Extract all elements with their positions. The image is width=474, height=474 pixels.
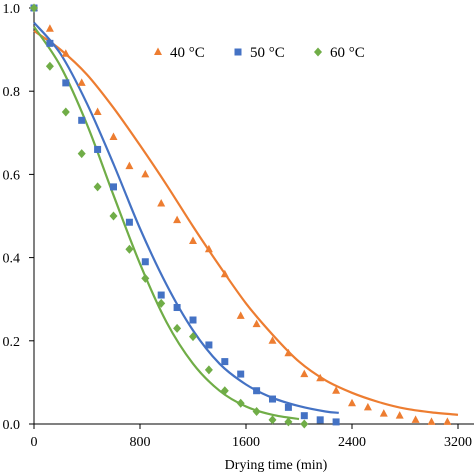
data-point: [284, 417, 293, 427]
fit-curves: [33, 21, 459, 421]
y-tick-label: 0.6: [3, 168, 21, 183]
data-point: [94, 145, 102, 153]
data-point: [141, 273, 150, 283]
data-point: [204, 365, 213, 375]
data-point: [268, 415, 277, 425]
data-point: [62, 79, 70, 87]
data-point: [125, 161, 134, 170]
data-point: [379, 409, 388, 417]
data-point: [316, 373, 325, 382]
x-tick-label: 800: [130, 435, 151, 450]
data-point: [45, 61, 54, 71]
data-point: [93, 182, 102, 192]
data-point: [77, 78, 86, 86]
data-point: [189, 236, 197, 244]
data-point: [173, 304, 181, 312]
data-point: [61, 49, 70, 57]
data-point: [236, 311, 245, 319]
data-point: [157, 298, 166, 308]
data-point: [157, 199, 166, 207]
data-point: [316, 416, 324, 424]
data-point: [220, 386, 229, 396]
x-tick-label: 2400: [338, 435, 366, 450]
y-tick-label: 0.8: [3, 85, 21, 100]
data-point: [93, 107, 102, 115]
data-point: [109, 211, 118, 221]
legend-marker: [234, 48, 242, 56]
data-point: [173, 323, 182, 333]
legend-label: 40 °C: [170, 45, 205, 61]
data-point: [348, 398, 356, 407]
data-point: [157, 291, 165, 299]
data-point: [300, 412, 308, 420]
data-point: [268, 336, 277, 344]
data-point: [300, 419, 309, 429]
data-point: [332, 418, 340, 426]
data-point: [443, 417, 452, 425]
legend-marker: [314, 47, 322, 57]
data-point: [220, 269, 229, 278]
data-point: [411, 415, 420, 423]
y-tick-label: 0.0: [3, 418, 21, 433]
data-point: [284, 403, 292, 411]
legend-label: 50 °C: [250, 45, 285, 61]
x-tick-label: 1600: [232, 435, 260, 450]
fit-curve: [33, 26, 300, 421]
x-axis-title: Drying time (min): [225, 458, 328, 473]
x-tick-label: 3200: [444, 435, 472, 450]
data-point: [141, 258, 149, 266]
data-point: [204, 244, 213, 253]
data-point: [269, 395, 276, 403]
data-point: [110, 183, 117, 191]
y-tick-label: 0.2: [3, 335, 21, 350]
data-point: [173, 215, 182, 224]
data-point: [78, 116, 86, 124]
data-point: [237, 370, 245, 378]
data-point: [300, 369, 309, 378]
legend: 40 °C 50 °C 60 °C: [154, 45, 365, 61]
data-point: [46, 39, 54, 47]
data-point: [61, 107, 70, 117]
data-point: [395, 411, 404, 419]
legend-marker: [154, 47, 162, 55]
data-point: [77, 149, 86, 159]
data-points: [30, 3, 452, 429]
data-point: [109, 132, 118, 140]
axes: 0.0 0.2 0.4 0.6 0.8 1.0 0 800 1600 2400 3200: [3, 2, 474, 450]
data-point: [363, 402, 372, 411]
data-point: [45, 24, 54, 32]
data-point: [236, 398, 245, 408]
data-point: [332, 386, 341, 394]
x-ticks: 0 800 1600 2400 3200: [31, 424, 472, 450]
data-point: [253, 387, 261, 395]
data-point: [125, 244, 134, 254]
data-point: [141, 169, 150, 178]
data-point: [427, 417, 436, 425]
data-point: [284, 348, 293, 357]
y-ticks: 0.0 0.2 0.4 0.6 0.8 1.0: [3, 2, 34, 433]
fit-curve: [33, 30, 459, 416]
x-tick-label: 0: [31, 435, 38, 450]
data-point: [125, 218, 133, 226]
data-point: [252, 319, 261, 328]
fit-curve: [33, 21, 339, 414]
data-point: [30, 3, 38, 13]
data-point: [252, 407, 261, 417]
data-point: [205, 341, 213, 349]
data-point: [221, 358, 229, 366]
y-tick-label: 0.4: [3, 252, 21, 267]
data-point: [189, 316, 197, 324]
data-point: [189, 332, 197, 342]
legend-label: 60 °C: [330, 45, 365, 61]
y-tick-label: 1.0: [3, 2, 21, 17]
